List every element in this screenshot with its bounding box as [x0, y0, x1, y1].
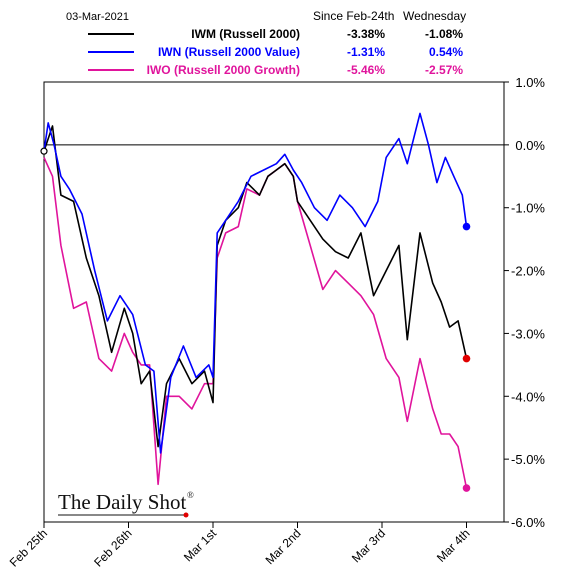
brand-dot [183, 512, 189, 518]
series-line-1 [43, 112, 468, 454]
legend-wednesday-value: -2.57% [425, 63, 463, 77]
column-header-since: Since Feb-24th [313, 9, 394, 23]
y-tick-label: -2.0% [511, 264, 545, 279]
column-header-wednesday: Wednesday [403, 9, 466, 23]
legend-since-value: -3.38% [347, 27, 385, 41]
legend-name: IWM (Russell 2000) [191, 27, 300, 41]
y-tick-label: 1.0% [515, 75, 545, 90]
legend-wednesday-value: -1.08% [425, 27, 463, 41]
legend-name: IWN (Russell 2000 Value) [158, 45, 300, 59]
brand-name: The Daily Shot [58, 490, 186, 514]
y-tick-label: -3.0% [511, 326, 545, 341]
plot-frame [43, 81, 505, 523]
series-end-point-2 [462, 484, 471, 492]
series-line-2 [43, 157, 468, 489]
legend-since-value: -1.31% [347, 45, 385, 59]
y-tick-label: 0.0% [515, 138, 545, 153]
y-tick-label: -5.0% [511, 452, 545, 467]
series-end-point-1 [462, 222, 471, 231]
legend-wednesday-value: 0.54% [429, 45, 463, 59]
date-label: 03-Mar-2021 [66, 11, 129, 23]
legend-since-value: -5.46% [347, 63, 385, 77]
brand-mark: ® [187, 490, 194, 500]
legend: IWM (Russell 2000) -3.38% -1.08% IWN (Russe… [88, 27, 463, 77]
legend-name: IWO (Russell 2000 Growth) [147, 63, 300, 77]
brand-logo: The Daily Shot ® [58, 490, 194, 518]
start-marker [40, 147, 48, 155]
y-tick-label: -1.0% [511, 201, 545, 216]
y-tick-label: -6.0% [511, 515, 545, 530]
series-line-0 [43, 125, 468, 448]
series-end-point-0 [462, 354, 471, 363]
y-tick-label: -4.0% [511, 389, 545, 404]
